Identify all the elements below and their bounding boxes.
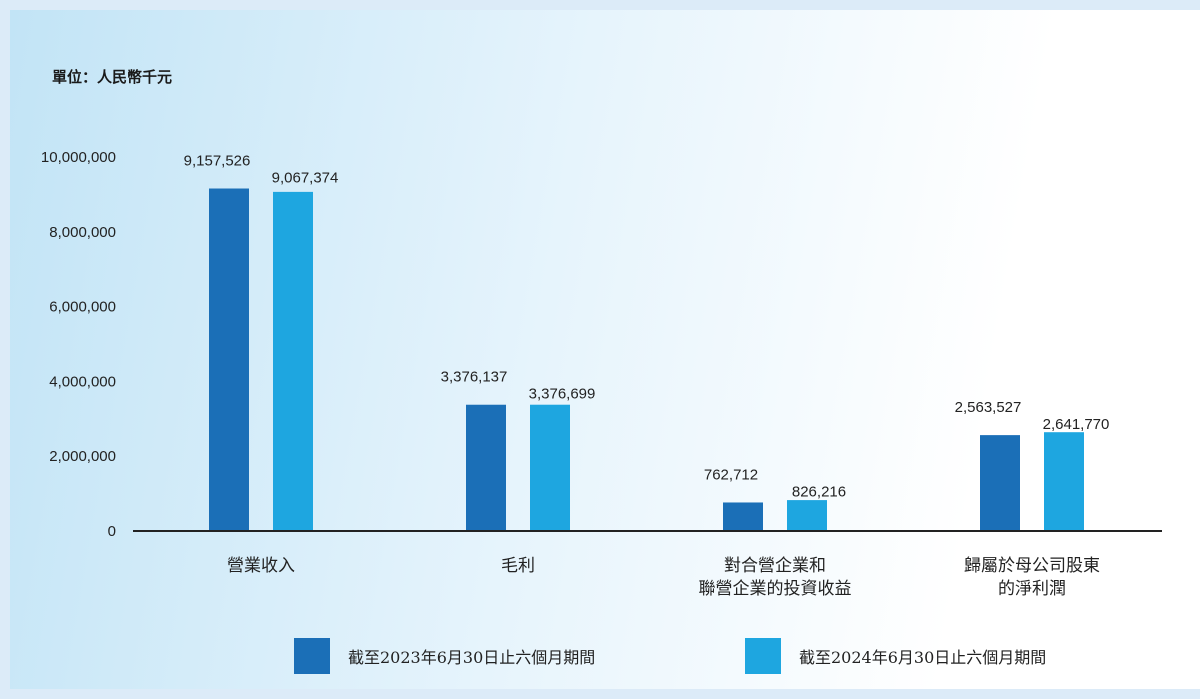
- bar: [980, 435, 1020, 531]
- bar: [787, 500, 827, 531]
- data-label: 9,157,526: [184, 153, 251, 170]
- unit-label: 單位：人民幣千元: [52, 68, 173, 86]
- data-label: 3,376,137: [441, 369, 508, 386]
- y-tick-label: 10,000,000: [41, 149, 116, 166]
- bar: [1044, 432, 1084, 531]
- y-tick-label: 6,000,000: [49, 299, 116, 316]
- data-label: 762,712: [704, 466, 758, 483]
- category-label: 的淨利潤: [998, 579, 1066, 599]
- category-label: 歸屬於母公司股東: [964, 556, 1100, 576]
- y-tick-label: 8,000,000: [49, 224, 116, 241]
- category-label: 聯營企業的投資收益: [699, 579, 852, 599]
- bar: [466, 404, 506, 531]
- bar: [530, 404, 570, 531]
- y-tick-label: 2,000,000: [49, 448, 116, 465]
- data-label: 3,376,699: [529, 386, 596, 403]
- y-tick-label: 4,000,000: [49, 373, 116, 390]
- chart-panel: [10, 10, 1200, 689]
- data-label: 826,216: [792, 483, 846, 500]
- bar: [209, 188, 249, 531]
- data-label: 9,067,374: [272, 170, 339, 187]
- category-label: 營業收入: [227, 556, 295, 576]
- bar: [723, 502, 763, 531]
- bar: [273, 191, 313, 531]
- category-label: 毛利: [501, 556, 535, 576]
- data-label: 2,641,770: [1043, 416, 1110, 433]
- data-label: 2,563,527: [955, 399, 1022, 416]
- y-tick-label: 0: [108, 523, 116, 540]
- category-label: 對合營企業和: [724, 556, 826, 576]
